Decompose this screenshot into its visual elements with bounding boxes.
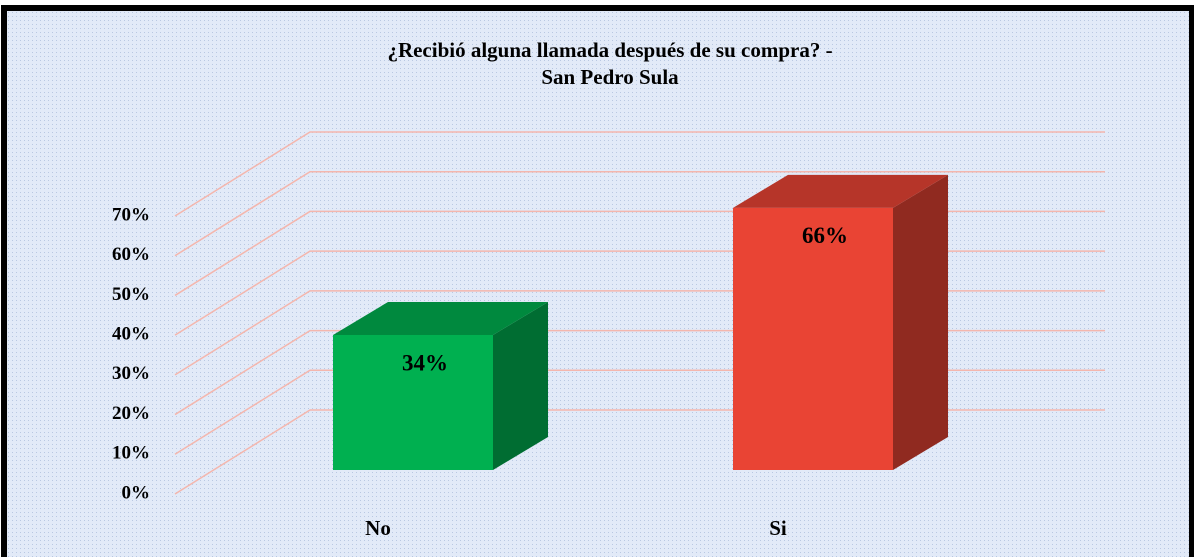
- y-tick-label: 10%: [112, 443, 150, 464]
- chart-subtitle: San Pedro Sula: [541, 65, 679, 89]
- value-label: 66%: [802, 223, 848, 248]
- x-tick-label: No: [365, 516, 391, 540]
- y-tick-label: 50%: [112, 284, 150, 305]
- bar: [333, 334, 493, 470]
- y-tick-label: 0%: [122, 482, 151, 503]
- value-label: 34%: [402, 350, 448, 375]
- bar-side: [893, 174, 948, 470]
- y-tick-label: 20%: [112, 403, 150, 424]
- y-tick-label: 60%: [112, 244, 150, 265]
- bar: [733, 207, 893, 470]
- y-tick-label: 70%: [112, 204, 150, 225]
- x-tick-label: Si: [769, 516, 787, 540]
- grid-line: [174, 170, 1105, 257]
- bar-side: [493, 301, 548, 470]
- chart-title: ¿Recibió alguna llamada después de su co…: [387, 38, 832, 62]
- y-tick-label: 30%: [112, 363, 150, 384]
- grid-line: [174, 131, 1105, 217]
- y-tick-label: 40%: [112, 324, 150, 345]
- bar-top: [733, 174, 948, 208]
- bar-top: [333, 301, 548, 335]
- chart-frame: [1, 5, 1194, 557]
